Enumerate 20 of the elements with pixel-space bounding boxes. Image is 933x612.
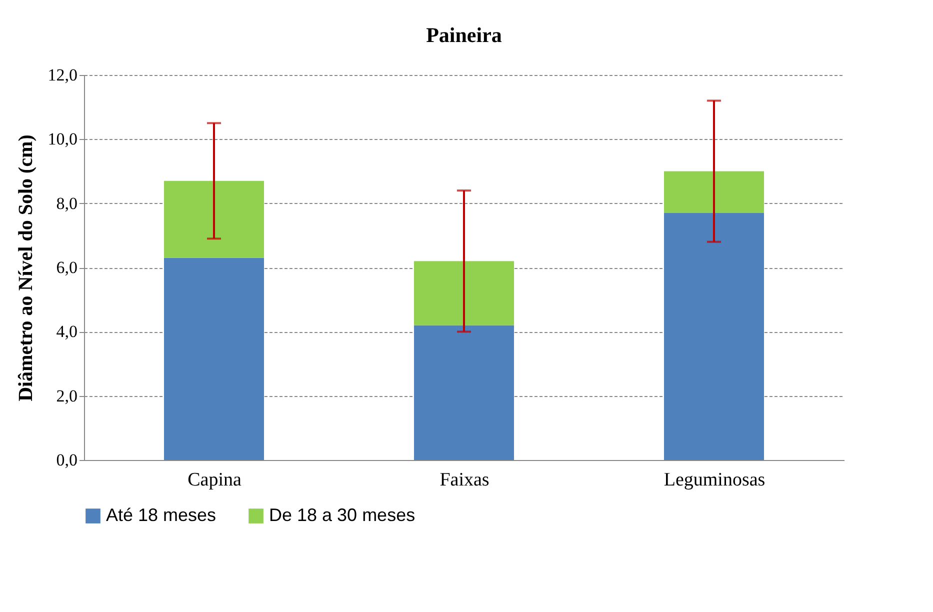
legend-label: Até 18 meses: [106, 505, 216, 525]
y-tick-label: 10,0: [48, 130, 78, 149]
y-tick-label: 6,0: [56, 258, 78, 277]
legend-label: De 18 a 30 meses: [269, 505, 416, 525]
bar: [414, 325, 514, 460]
bar: [664, 212, 764, 460]
y-tick-label: 0,0: [56, 450, 78, 470]
bar: [414, 261, 514, 326]
y-tick-label: 2,0: [56, 386, 78, 406]
y-axis-title: Diâmetro ao Nível do Solo (cm): [14, 134, 37, 402]
y-tick-label: 4,0: [56, 322, 78, 342]
y-tick-label: 12,0: [48, 66, 78, 84]
bar: [164, 258, 264, 460]
y-tick-label: 8,0: [56, 194, 78, 213]
bar: [164, 180, 264, 258]
chart-title: Paineira: [426, 23, 502, 47]
x-tick-label: Capina: [188, 470, 242, 490]
bar: [664, 171, 764, 213]
x-tick-label: Faixas: [440, 470, 490, 490]
x-tick-label: Leguminosas: [664, 470, 766, 490]
